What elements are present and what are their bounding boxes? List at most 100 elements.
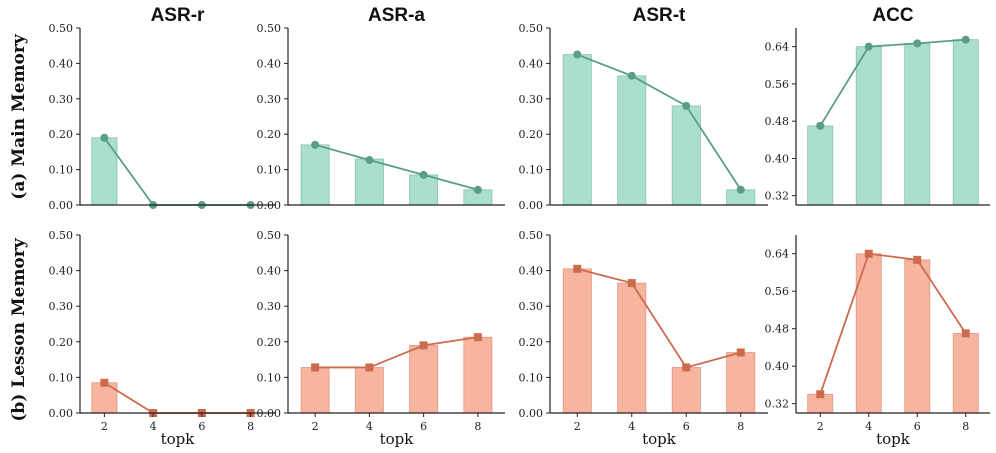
point-2 (311, 363, 320, 372)
y-tick-label: 0.30 (519, 93, 544, 106)
y-tick-label: 0.20 (49, 128, 74, 141)
point-2 (573, 264, 582, 273)
y-tick-label: 0.40 (257, 265, 282, 278)
point-4 (864, 42, 873, 51)
series-line (103, 137, 251, 206)
point-8 (961, 35, 970, 44)
point-6 (913, 39, 922, 48)
point-8 (961, 329, 970, 338)
x-tick-label: 2 (312, 420, 319, 433)
y-tick-label: 0.40 (765, 152, 790, 165)
point-4 (365, 363, 374, 372)
bar-8 (952, 39, 979, 206)
bar-6 (904, 42, 931, 206)
y-tick-label: 0.10 (49, 371, 74, 384)
y-tick-label: 0.30 (49, 93, 74, 106)
series-line (314, 143, 479, 191)
bar-2 (807, 125, 834, 206)
x-tick-label: 6 (914, 420, 921, 433)
y-tick-label: 0.20 (519, 336, 544, 349)
point-6 (682, 101, 691, 110)
x-tick-label: 4 (366, 420, 373, 433)
series-line (315, 336, 479, 369)
x-tick-label: 4 (628, 420, 635, 433)
x-tick-label: 8 (474, 420, 481, 433)
point-2 (816, 121, 825, 130)
x-tick-label: 8 (737, 420, 744, 433)
point-2 (573, 50, 582, 59)
panel-lesson-1: 0.00 0.10 0.20 0.30 0.40 0.50 2 4 6 8 topk (49, 229, 275, 448)
y-tick-label: 0.10 (49, 164, 74, 177)
y-tick-label: 0.20 (257, 128, 282, 141)
y-tick-label: 0.40 (519, 57, 544, 70)
x-tick-label: 6 (420, 420, 427, 433)
y-tick-label: 0.50 (49, 229, 74, 242)
row-label-main-memory: (a) Main Memory (9, 33, 29, 200)
y-tick-label: 0.30 (519, 300, 544, 313)
point-6 (682, 363, 691, 372)
y-tick-label: 0.10 (519, 164, 544, 177)
panel-main-3: ASR-t 0.00 0.10 0.20 0.30 0.40 0.50 (519, 5, 768, 212)
y-tick-label: 0.00 (49, 407, 74, 420)
x-axis-label: topk (161, 430, 196, 448)
y-tick-label: 0.00 (519, 407, 544, 420)
point-2 (311, 140, 320, 149)
y-tick-label: 0.64 (765, 248, 790, 261)
bar-8 (463, 336, 493, 414)
bar-6 (409, 344, 439, 414)
bar-6 (904, 259, 931, 414)
panels: ASR-r0.000.100.200.300.400.50ASR-a0.000.… (49, 5, 990, 448)
y-tick-label: 0.48 (765, 323, 790, 336)
y-tick-label: 0.32 (765, 190, 790, 203)
y-tick-label: 0.00 (257, 199, 282, 212)
y-tick-label: 0.30 (49, 300, 74, 313)
panel-title: ASR-t (633, 5, 686, 26)
panel-title: ASR-r (151, 5, 205, 26)
point-2 (100, 378, 109, 387)
x-tick-label: 2 (574, 420, 581, 433)
y-tick-label: 0.32 (765, 398, 790, 411)
series-line (577, 267, 741, 369)
series-line (576, 53, 742, 191)
x-tick-label: 6 (683, 420, 690, 433)
bar-2 (562, 268, 592, 414)
x-tick-label: 4 (150, 420, 157, 433)
y-tick-label: 0.10 (257, 371, 282, 384)
y-tick-label: 0.50 (519, 22, 544, 35)
point-8 (473, 185, 482, 194)
y-tick-label: 0.40 (49, 265, 74, 278)
panel-lesson-2: 0.00 0.10 0.20 0.30 0.40 0.50 2 4 6 8 topk (257, 229, 505, 448)
x-tick-label: 8 (247, 420, 254, 433)
panel-main-2: ASR-a 0.00 0.10 0.20 0.30 0.40 0.50 (257, 5, 505, 212)
panel-lesson-4: 0.32 0.40 0.48 0.56 0.64 2 4 6 8 topk (765, 235, 990, 448)
bar-6 (671, 105, 701, 206)
bar-2 (562, 54, 592, 206)
y-tick-label: 0.00 (257, 407, 282, 420)
x-axis-label: topk (876, 430, 911, 448)
y-tick-label: 0.30 (257, 93, 282, 106)
x-tick-label: 6 (198, 420, 205, 433)
bar-2 (91, 137, 118, 206)
point-6 (419, 170, 428, 179)
y-tick-label: 0.20 (257, 336, 282, 349)
y-tick-label: 0.48 (765, 115, 790, 128)
x-axis-label: topk (380, 430, 415, 448)
y-tick-label: 0.56 (765, 285, 790, 298)
y-tick-label: 0.40 (519, 265, 544, 278)
point-8 (736, 348, 745, 357)
bar-4 (617, 75, 647, 206)
y-tick-label: 0.64 (765, 41, 790, 54)
y-tick-label: 0.50 (257, 229, 282, 242)
x-tick-label: 2 (101, 420, 108, 433)
x-tick-label: 2 (817, 420, 824, 433)
point-4 (627, 71, 636, 80)
y-tick-label: 0.50 (257, 22, 282, 35)
y-tick-label: 0.10 (519, 371, 544, 384)
y-tick-label: 0.40 (765, 360, 790, 373)
point-8 (473, 333, 482, 342)
x-axis-label: topk (642, 430, 677, 448)
point-4 (864, 249, 873, 258)
point-2 (100, 133, 109, 142)
point-2 (816, 390, 825, 399)
